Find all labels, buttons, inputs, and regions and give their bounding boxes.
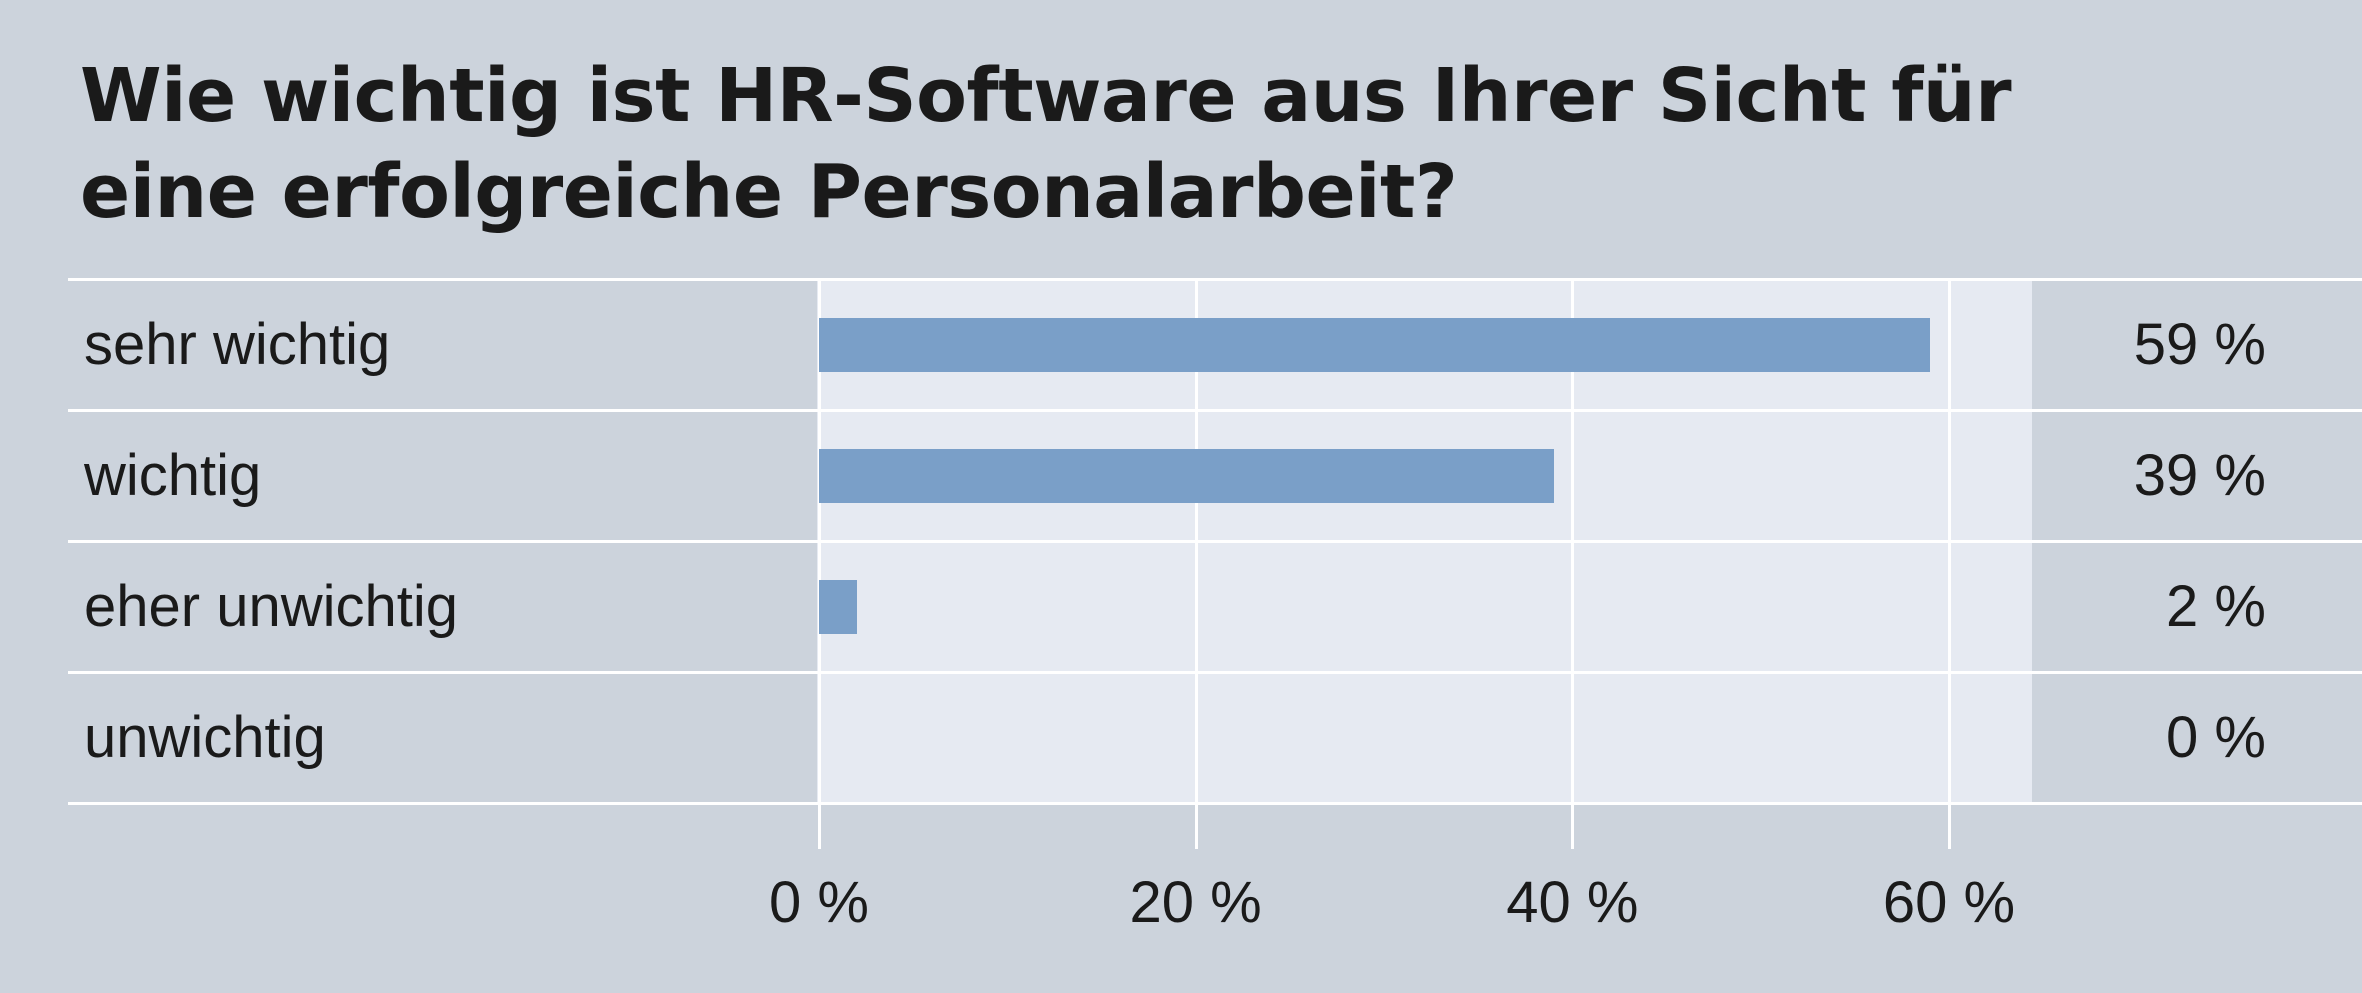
- tick-label: 20 %: [1129, 870, 1262, 935]
- row-separator: [68, 671, 2362, 674]
- category-label: unwichtig: [84, 704, 326, 770]
- row-separator: [68, 409, 2362, 412]
- tick-label: 60 %: [1882, 870, 2016, 935]
- tick-label: 40 %: [1506, 870, 1639, 935]
- category-label: sehr wichtig: [84, 311, 391, 377]
- category-label: wichtig: [84, 442, 262, 508]
- gridline-x-20: [1194, 279, 1198, 849]
- row-separator: [68, 540, 2362, 543]
- bar-sehr-wichtig: [819, 317, 1931, 372]
- gridline-x-60: [1948, 279, 1951, 849]
- value-label: 39 %: [2133, 442, 2266, 508]
- gridline-x-40: [1571, 279, 1575, 849]
- row-separator: [68, 802, 2362, 805]
- bar-eher-unwichtig: [819, 579, 857, 634]
- category-label: eher unwichtig: [84, 573, 458, 639]
- value-label: 0 %: [2166, 704, 2266, 770]
- chart-title: Wie wichtig ist HR-Software aus Ihrer Si…: [80, 53, 2012, 235]
- bar-wichtig: [819, 448, 1554, 503]
- gridline-x-0: [818, 279, 821, 849]
- value-label: 59 %: [2133, 311, 2266, 377]
- tick-label: 0 %: [769, 870, 869, 935]
- row-separator: [68, 278, 2362, 281]
- value-label: 2 %: [2166, 573, 2266, 639]
